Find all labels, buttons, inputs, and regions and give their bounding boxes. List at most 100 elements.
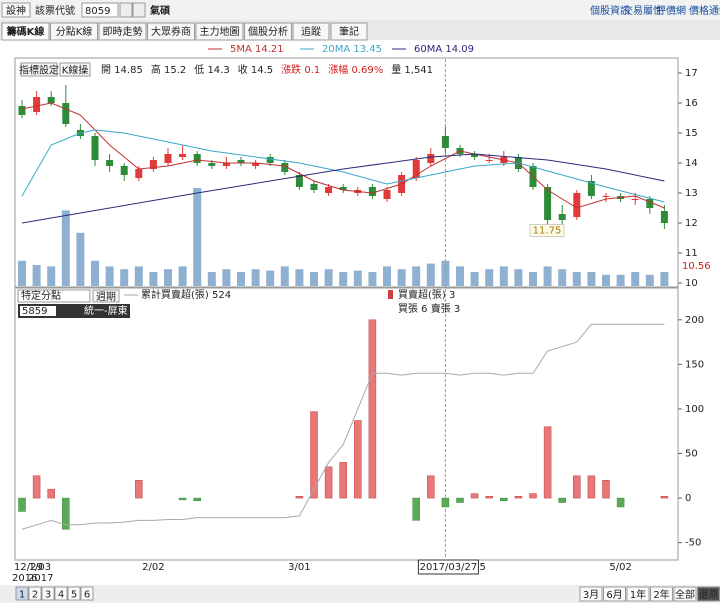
tab[interactable] [195,22,244,41]
search-button-label[interactable]: 設神 [6,4,26,17]
period-button[interactable] [650,586,673,602]
quote-item: 漲幅 0.69% [328,63,383,76]
search-icon[interactable] [119,2,133,18]
flow-bar [18,497,26,512]
quote-item: 量 1,541 [391,64,433,76]
page-button-label[interactable]: 6 [84,590,90,601]
volume-bar [587,272,596,286]
toolbar [0,0,720,20]
y-tick-label: 50 [685,449,698,460]
kline-button-label[interactable]: K線操 [62,64,89,77]
volume-bar [120,269,129,286]
indicator-button-label[interactable]: 指標設定 [19,64,59,77]
period-button[interactable] [673,586,697,602]
page-button-label[interactable]: 1 [19,590,25,601]
search-button[interactable] [1,2,31,18]
flow-bar [616,497,625,508]
add-icon[interactable] [132,2,146,18]
period-button[interactable] [603,586,626,602]
indicator-button[interactable] [20,62,58,77]
page-button-label[interactable]: 5 [71,590,77,601]
flow-bar [339,462,347,499]
page-button-label[interactable]: 3 [45,590,51,601]
top-link[interactable]: 交易屬性 [623,4,663,17]
top-link[interactable]: 評價網 [656,4,686,17]
tab-label[interactable]: 追蹤 [301,25,321,38]
tab[interactable] [1,22,50,41]
candle-body [646,199,654,208]
volume-bar [602,274,610,286]
legend-label: 20MA 13.45 [322,44,382,55]
broker-code-box[interactable] [20,306,56,316]
broker-select-label[interactable]: 特定分點 [21,289,61,302]
volume-bar [237,272,245,286]
volume-bar [353,270,362,286]
volume-bar [266,270,275,286]
legend-label: 買賣超(張) 3 [398,288,455,301]
tab[interactable] [147,22,195,41]
candle-body [149,160,157,169]
period-button[interactable] [626,586,650,602]
tab-label[interactable]: 籌碼K線 [7,25,45,38]
flow-bar [135,479,143,499]
page-button[interactable] [15,586,29,601]
quote-item: 漲跌 0.1 [281,63,320,76]
volume-bar [397,269,406,286]
top-link[interactable]: 個股資訊 [590,4,630,17]
page-button-label[interactable]: 4 [58,590,64,601]
period-button-label[interactable]: 6月 [606,589,622,601]
period-button-label[interactable]: 1年 [630,588,646,601]
page-button[interactable] [28,586,42,601]
flow-bar [573,475,581,499]
legend-label: 累計買賣超(張) 524 [141,288,231,301]
tab[interactable] [292,22,330,41]
period-button-label[interactable]: 全部 [675,588,695,601]
candle-body [266,157,274,163]
footer-bar [0,585,720,603]
period-button[interactable] [92,289,120,303]
volume-bar [207,272,216,286]
broker-name[interactable]: 統一-屏東 [84,304,128,317]
page-button[interactable] [80,586,94,601]
tab-label[interactable]: 大眾券商 [151,25,191,38]
y-tick-label: 12 [685,218,698,229]
volume-bar [645,274,654,286]
tab[interactable] [330,22,368,41]
tab-label[interactable]: 筆記 [339,25,359,38]
quote-item: 低 14.3 [194,63,229,76]
period-button[interactable] [579,586,603,602]
broker-select[interactable] [17,289,91,303]
period-button-label[interactable]: 週期 [96,291,116,303]
tab[interactable] [50,22,98,41]
code-value[interactable]: 8059 [85,6,110,17]
top-link[interactable]: 價格通知 [689,4,720,17]
candle-body [631,199,639,200]
flow-bar [587,475,596,499]
tab[interactable] [244,22,292,41]
tab-label[interactable]: 分點K線 [56,25,93,38]
volume-bar [470,272,479,286]
legend-label: 60MA 14.09 [414,44,474,55]
broker-code[interactable]: 5859 [22,306,47,317]
tab-label[interactable]: 主力地圖 [200,25,240,38]
tab-label[interactable]: 即時走勢 [103,25,143,38]
last-price: 10.56 [682,261,711,272]
y-tick-label: 17 [685,68,698,79]
volume-bar [280,266,289,286]
candle-body [252,163,260,166]
period-button-label[interactable]: 2年 [653,588,669,601]
code-input[interactable] [81,2,119,18]
candle-body [135,169,143,178]
kline-button[interactable] [59,62,91,77]
volume-bar [61,210,70,286]
period-button-label[interactable]: 3月 [583,589,599,601]
page-button[interactable] [54,586,68,601]
detail-label: 買張 6 賣張 3 [398,302,460,315]
page-button[interactable] [67,586,81,601]
page-button-label[interactable]: 2 [32,590,38,601]
stock-name[interactable]: 氣碩 [150,4,170,17]
page-button[interactable] [41,586,55,601]
period-button-label[interactable]: 還原 [699,589,719,601]
tab[interactable] [98,22,147,41]
tab-label[interactable]: 個股分析 [248,25,288,38]
